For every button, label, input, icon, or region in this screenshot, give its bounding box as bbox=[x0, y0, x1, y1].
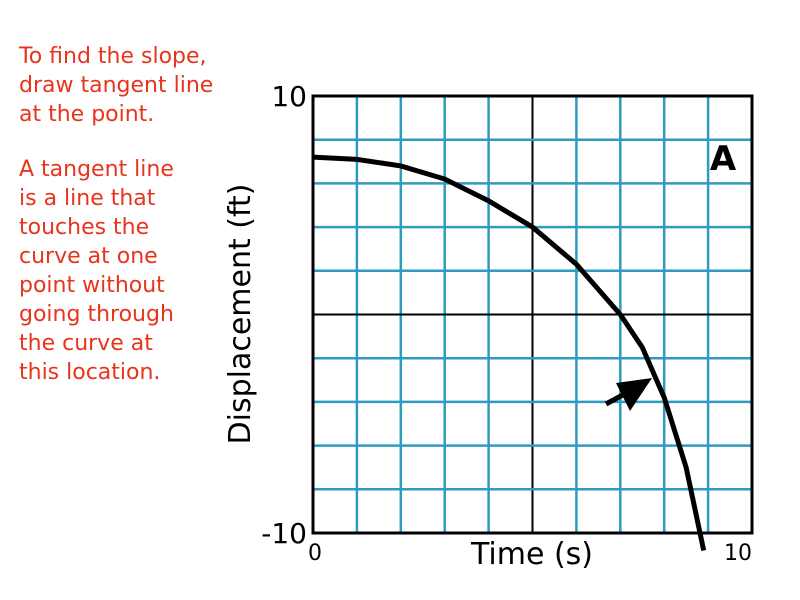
curve bbox=[312, 154, 707, 551]
y-axis-label: Displacement (ft) bbox=[223, 184, 258, 445]
x-axis-label: Time (s) bbox=[470, 537, 593, 572]
note-line: To find the slope, bbox=[18, 44, 207, 69]
note-line: draw tangent line bbox=[19, 73, 213, 98]
note-line: the curve at bbox=[19, 331, 153, 356]
x-tick-label: 0 bbox=[308, 541, 322, 566]
note-line: curve at one bbox=[19, 244, 158, 269]
y-tick-label: -10 bbox=[261, 517, 307, 550]
note-line: going through bbox=[19, 302, 174, 327]
note-line: point without bbox=[19, 273, 165, 298]
chart: -10 10 0 10 Time (s) Displacement (ft) A bbox=[223, 80, 754, 572]
note-line: touches the bbox=[19, 215, 149, 240]
plot-frame bbox=[311, 94, 754, 535]
note-line: A tangent line bbox=[19, 157, 174, 182]
y-tick-label: 10 bbox=[271, 80, 307, 113]
panel-label: A bbox=[710, 139, 737, 179]
notes: To find the slope, draw tangent line at th… bbox=[18, 44, 213, 385]
x-tick-label: 10 bbox=[724, 541, 752, 566]
note-line: is a line that bbox=[19, 186, 156, 211]
note-line: at the point. bbox=[19, 102, 154, 127]
note-line: this location. bbox=[19, 360, 160, 385]
arrow-head bbox=[616, 378, 652, 411]
